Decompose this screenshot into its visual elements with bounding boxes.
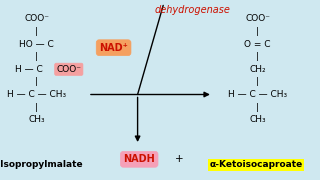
Text: |: |	[256, 27, 259, 36]
Text: |: |	[256, 103, 259, 112]
Text: H — C — CH₃: H — C — CH₃	[7, 90, 66, 99]
Text: β-Isopropylmalate: β-Isopropylmalate	[0, 160, 83, 169]
Text: COO⁻: COO⁻	[24, 14, 49, 23]
Text: NADH: NADH	[123, 154, 155, 164]
Text: CH₃: CH₃	[249, 115, 266, 124]
Text: COO⁻: COO⁻	[56, 65, 81, 74]
Text: H — C — CH₃: H — C — CH₃	[228, 90, 287, 99]
Text: |: |	[35, 52, 38, 61]
Text: O = C: O = C	[244, 40, 271, 49]
Text: |: |	[35, 103, 38, 112]
Text: |: |	[256, 77, 259, 86]
Text: |: |	[35, 27, 38, 36]
Text: COO⁻: COO⁻	[245, 14, 270, 23]
Text: |: |	[35, 77, 38, 86]
Text: CH₃: CH₃	[28, 115, 45, 124]
Text: +: +	[175, 154, 183, 164]
Text: α-Ketoisocaproate: α-Ketoisocaproate	[209, 160, 303, 169]
Text: H — C: H — C	[15, 65, 43, 74]
Text: CH₂: CH₂	[249, 65, 266, 74]
Text: NAD⁺: NAD⁺	[99, 43, 128, 53]
Text: |: |	[256, 52, 259, 61]
Text: dehydrogenase: dehydrogenase	[154, 5, 230, 15]
Text: HO — C: HO — C	[20, 40, 54, 49]
